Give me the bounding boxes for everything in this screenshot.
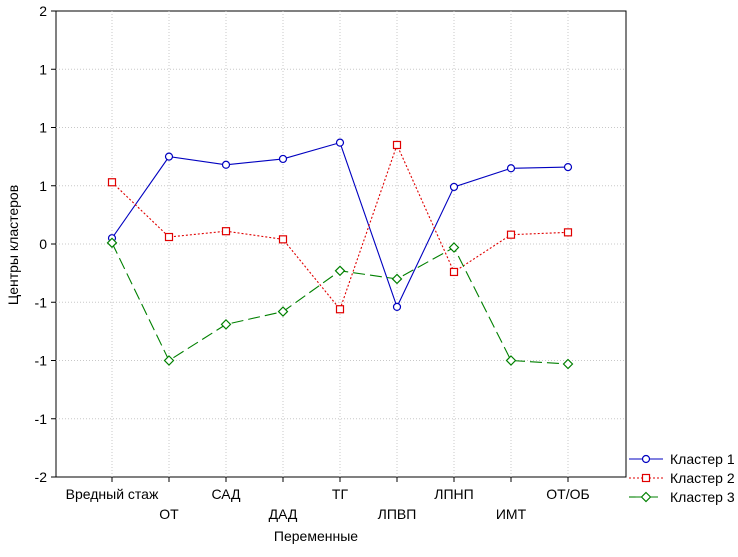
data-point bbox=[448, 242, 460, 253]
data-point bbox=[221, 160, 231, 169]
data-point bbox=[334, 265, 346, 277]
x-tick-label: ЛПНП bbox=[434, 486, 473, 502]
y-axis: -2 -1 -1 -1 0 1 1 1 2 bbox=[35, 3, 56, 485]
y-tick-label: -1 bbox=[35, 411, 48, 427]
data-point bbox=[221, 227, 231, 236]
y-tick-label: 1 bbox=[39, 120, 47, 136]
y-tick-label: 0 bbox=[39, 236, 47, 252]
data-point bbox=[164, 232, 174, 242]
x-axis-label: Переменные bbox=[274, 528, 358, 544]
y-tick-label: 1 bbox=[39, 178, 47, 194]
x-tick-label: ИМТ bbox=[496, 506, 527, 522]
data-point bbox=[563, 228, 573, 237]
data-point bbox=[392, 140, 402, 150]
data-point bbox=[562, 358, 574, 370]
y-tick-label: -2 bbox=[35, 469, 48, 485]
data-point bbox=[449, 267, 459, 277]
data-point bbox=[278, 154, 288, 164]
legend-marker bbox=[641, 454, 651, 464]
legend-item-3: Кластер 3 bbox=[629, 489, 735, 505]
legend-label: Кластер 2 bbox=[670, 470, 735, 486]
data-point bbox=[449, 182, 459, 192]
grid-overlay bbox=[56, 11, 626, 477]
y-tick-label: -1 bbox=[35, 294, 48, 310]
x-tick-label: ДАД bbox=[269, 506, 298, 522]
series-2 bbox=[107, 140, 573, 314]
x-tick-label: ОТ/ОБ bbox=[546, 486, 589, 502]
legend-label: Кластер 3 bbox=[670, 489, 735, 505]
data-point bbox=[335, 305, 345, 314]
data-point bbox=[391, 273, 403, 285]
data-point bbox=[506, 230, 516, 239]
data-point bbox=[163, 355, 175, 366]
data-point bbox=[106, 237, 118, 249]
x-tick-label: ОТ bbox=[159, 506, 179, 522]
legend-marker bbox=[641, 473, 651, 483]
data-point bbox=[220, 319, 232, 330]
data-point bbox=[506, 164, 516, 173]
series-3 bbox=[106, 237, 574, 370]
data-point bbox=[505, 355, 517, 366]
legend: Кластер 1 Кластер 2 Кластер 3 bbox=[629, 451, 735, 505]
data-point bbox=[164, 152, 174, 161]
y-tick-label: 2 bbox=[39, 3, 47, 19]
y-axis-label: Центры кластеров bbox=[5, 185, 21, 305]
data-point bbox=[278, 235, 288, 244]
x-tick-label: САД bbox=[211, 486, 241, 502]
data-point bbox=[563, 163, 573, 172]
series bbox=[106, 138, 574, 370]
legend-item-1: Кластер 1 bbox=[629, 451, 735, 467]
series-1 bbox=[107, 138, 573, 312]
y-tick-label: 1 bbox=[39, 61, 47, 77]
x-tick-label: ЛПВП bbox=[378, 506, 417, 522]
data-point bbox=[392, 302, 402, 312]
y-tick-label: -1 bbox=[35, 353, 48, 369]
legend-marker bbox=[640, 491, 652, 503]
x-tick-label: Вредный стаж bbox=[66, 486, 159, 502]
legend-label: Кластер 1 bbox=[670, 451, 735, 467]
data-point bbox=[277, 306, 289, 317]
legend-item-2: Кластер 2 bbox=[629, 470, 735, 486]
x-tick-label: ТГ bbox=[332, 486, 349, 502]
data-point bbox=[107, 178, 117, 187]
data-point bbox=[335, 138, 345, 147]
